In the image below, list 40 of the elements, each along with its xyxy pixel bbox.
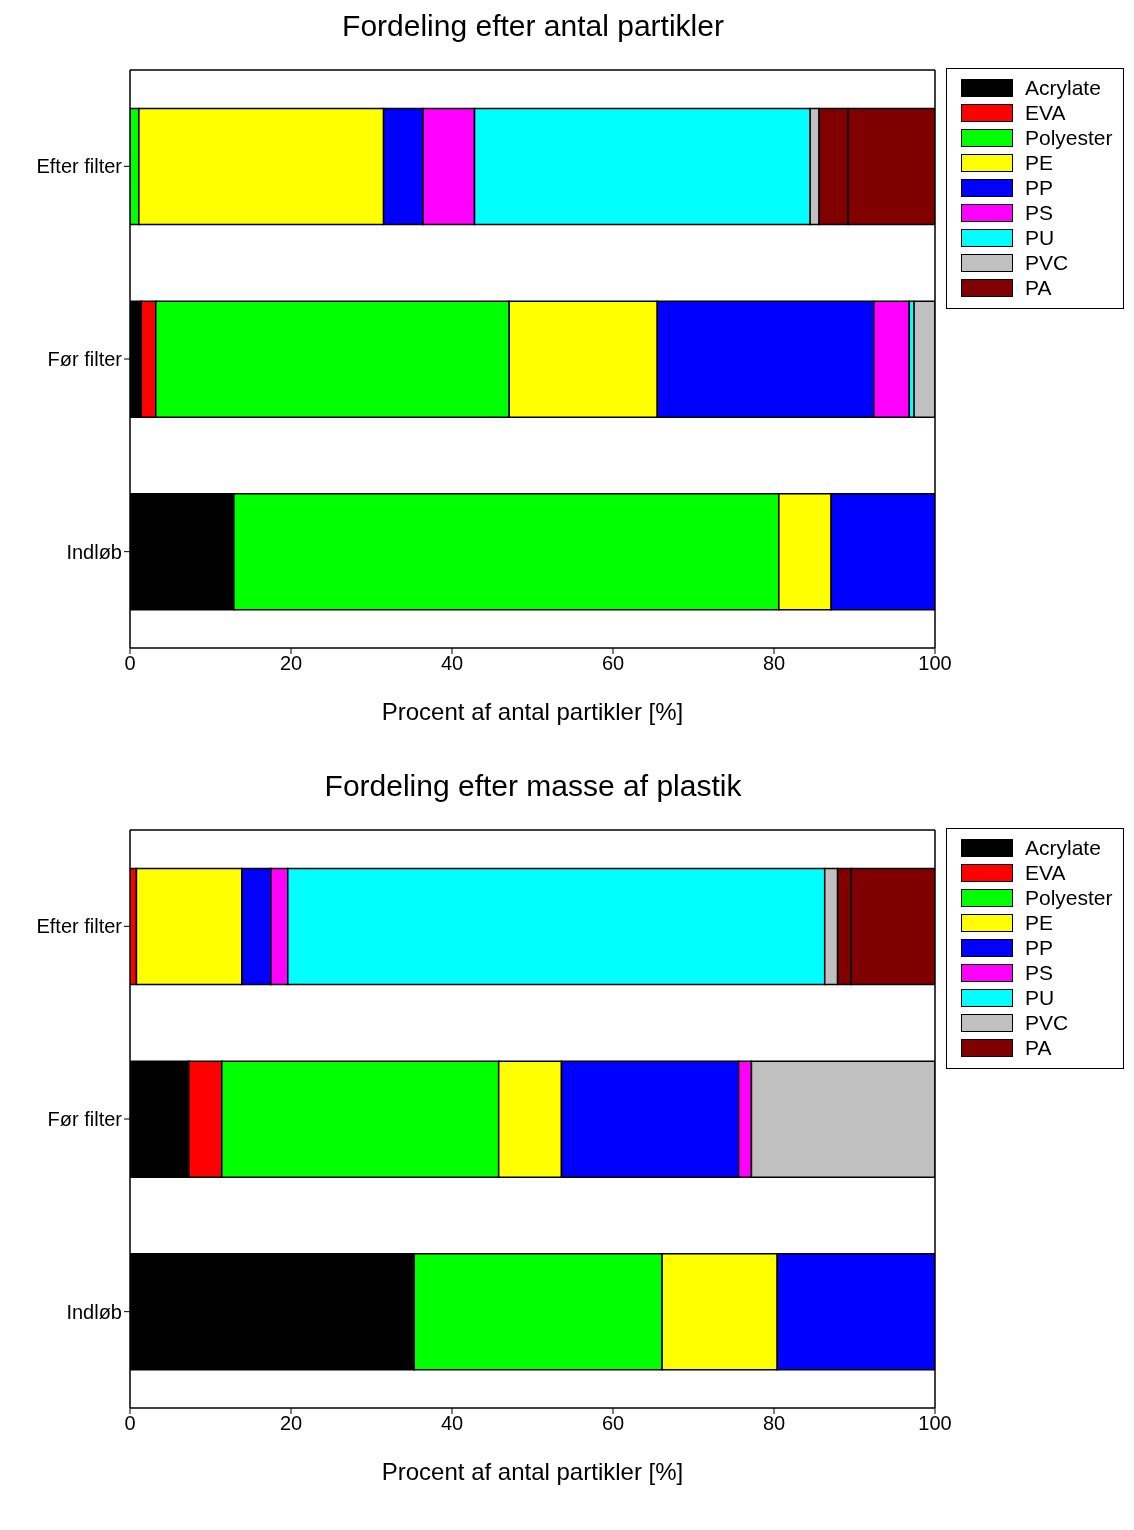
legend-label: PE bbox=[1025, 910, 1054, 935]
legend-label: PP bbox=[1025, 175, 1054, 200]
chart-title: Fordeling efter antal partikler bbox=[341, 8, 725, 44]
legend-label: EVA bbox=[1025, 100, 1066, 125]
legend-label: PA bbox=[1025, 1035, 1052, 1060]
x-tick-label: 40 bbox=[440, 652, 464, 675]
y-tick-label: Indløb bbox=[66, 540, 122, 563]
legend-label: PS bbox=[1025, 200, 1054, 225]
x-tick-label: 0 bbox=[124, 652, 136, 675]
x-tick-label: 0 bbox=[124, 1412, 136, 1435]
legend-label: PS bbox=[1025, 960, 1054, 985]
y-tick-label: Indløb bbox=[66, 1300, 122, 1323]
legend-label: EVA bbox=[1025, 860, 1066, 885]
x-tick-label: 80 bbox=[762, 652, 786, 675]
legend-label: PU bbox=[1025, 225, 1055, 250]
legend-label: PP bbox=[1025, 935, 1054, 960]
legend-label: PE bbox=[1025, 150, 1054, 175]
y-tick-label: Efter filter bbox=[36, 915, 123, 938]
legend-label: Acrylate bbox=[1025, 835, 1101, 860]
legend-label: Polyester bbox=[1025, 885, 1113, 910]
legend-label: PVC bbox=[1025, 250, 1069, 275]
x-tick-label: 20 bbox=[279, 1412, 303, 1435]
x-tick-label: 100 bbox=[918, 1412, 952, 1435]
x-tick-label: 20 bbox=[279, 652, 303, 675]
x-axis-title: Procent af antal partikler [%] bbox=[381, 1458, 684, 1485]
x-tick-label: 60 bbox=[601, 1412, 625, 1435]
legend-label: Acrylate bbox=[1025, 75, 1101, 100]
legend-label: PA bbox=[1025, 275, 1052, 300]
y-tick-label: Efter filter bbox=[36, 155, 123, 178]
y-tick-label: Før filter bbox=[47, 348, 123, 371]
x-tick-label: 80 bbox=[762, 1412, 786, 1435]
legend-label: PVC bbox=[1025, 1010, 1069, 1035]
x-tick-label: 40 bbox=[440, 1412, 464, 1435]
legend-label: PU bbox=[1025, 985, 1055, 1010]
x-axis-title: Procent af antal partikler [%] bbox=[381, 698, 684, 725]
x-tick-label: 60 bbox=[601, 652, 625, 675]
chart-title: Fordeling efter masse af plastik bbox=[323, 768, 743, 804]
legend-label: Polyester bbox=[1025, 125, 1113, 150]
x-tick-label: 100 bbox=[918, 652, 952, 675]
y-tick-label: Før filter bbox=[47, 1108, 123, 1131]
